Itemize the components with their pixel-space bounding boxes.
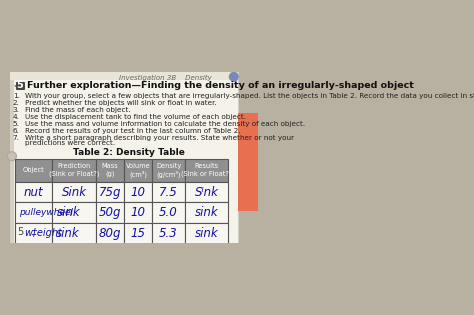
Text: Find the mass of each object.: Find the mass of each object. [25, 107, 131, 113]
Text: 1.: 1. [13, 93, 19, 99]
Bar [10, 72, 238, 243]
Bar [52, 223, 96, 244]
Circle shape [9, 153, 15, 159]
Text: Sink: Sink [62, 186, 86, 198]
Text: 75g: 75g [99, 186, 121, 198]
Bar [15, 223, 52, 244]
Bar [124, 159, 152, 182]
Bar [124, 182, 152, 202]
Text: With your group, select a few objects that are irregularly-shaped. List the obje: With your group, select a few objects th… [25, 93, 474, 99]
Bar [52, 159, 96, 182]
Bar [152, 223, 185, 244]
Text: Mass
(g): Mass (g) [101, 163, 118, 177]
Polygon shape [14, 85, 16, 88]
Text: 3.: 3. [13, 107, 19, 113]
Text: nut: nut [24, 186, 44, 198]
Text: 10: 10 [131, 186, 146, 198]
Bar [96, 182, 124, 202]
Circle shape [229, 72, 238, 81]
Bar [124, 223, 152, 244]
Text: predictions were correct.: predictions were correct. [25, 140, 115, 146]
Text: Sᴵnk: Sᴵnk [195, 186, 219, 198]
Bar [124, 202, 152, 223]
Bar [10, 72, 14, 243]
Bar [96, 202, 124, 223]
Bar [185, 159, 228, 182]
Text: sink: sink [55, 227, 79, 240]
Text: Object: Object [23, 167, 45, 173]
Text: pulleywheel: pulleywheel [18, 208, 73, 217]
Text: Use the mass and volume information to calculate the density of each object.: Use the mass and volume information to c… [25, 121, 305, 127]
Circle shape [8, 152, 16, 160]
Bar [238, 113, 258, 210]
Bar [152, 159, 185, 182]
Text: Results
(Sink or Float?): Results (Sink or Float?) [182, 163, 232, 177]
Text: 15: 15 [131, 227, 146, 240]
Bar [10, 72, 238, 80]
Bar [185, 223, 228, 244]
Text: 5.3: 5.3 [159, 227, 178, 240]
Text: 50g: 50g [99, 206, 121, 219]
Text: 2.: 2. [13, 100, 19, 106]
Text: 80g: 80g [99, 227, 121, 240]
Circle shape [230, 73, 237, 81]
Text: 5: 5 [18, 226, 24, 237]
Bar [52, 202, 96, 223]
Text: 5: 5 [17, 80, 24, 90]
Text: sink: sink [195, 206, 219, 219]
Text: 5.0: 5.0 [159, 206, 178, 219]
Text: 10: 10 [131, 206, 146, 219]
Text: Volume
(cm³): Volume (cm³) [126, 163, 150, 178]
Text: Density
(g/cm³): Density (g/cm³) [156, 163, 181, 178]
Text: sink: sink [195, 227, 219, 240]
Bar [96, 159, 124, 182]
Bar [15, 159, 52, 182]
Bar [152, 202, 185, 223]
Bar [15, 182, 52, 202]
Bar [185, 202, 228, 223]
Text: Record the results of your test in the last column of Table 2.: Record the results of your test in the l… [25, 129, 241, 135]
Text: 4.: 4. [13, 114, 19, 120]
Bar [96, 223, 124, 244]
Bar [52, 182, 96, 202]
Text: 7.5: 7.5 [159, 186, 178, 198]
Bar [185, 182, 228, 202]
Text: Predict whether the objects will sink or float in water.: Predict whether the objects will sink or… [25, 100, 217, 106]
Text: w‡eight: w‡eight [25, 228, 63, 238]
Text: Prediction
(Sink or Float?): Prediction (Sink or Float?) [49, 163, 99, 177]
Text: 7.: 7. [13, 135, 19, 141]
Text: Further exploration—Finding the density of an irregularly-shaped object: Further exploration—Finding the density … [27, 81, 414, 90]
Bar [152, 182, 185, 202]
Bar [15, 202, 52, 223]
Polygon shape [16, 82, 24, 89]
Text: Investigation 3B    Density: Investigation 3B Density [119, 75, 212, 81]
Text: Use the displacement tank to find the volume of each object.: Use the displacement tank to find the vo… [25, 114, 246, 120]
Text: Table 2: Density Table: Table 2: Density Table [73, 148, 185, 157]
Text: sink: sink [57, 206, 80, 219]
Text: 6.: 6. [13, 129, 19, 135]
Text: 5.: 5. [13, 121, 19, 127]
Text: Write a short paragraph describing your results. State whether or not your: Write a short paragraph describing your … [25, 135, 294, 141]
